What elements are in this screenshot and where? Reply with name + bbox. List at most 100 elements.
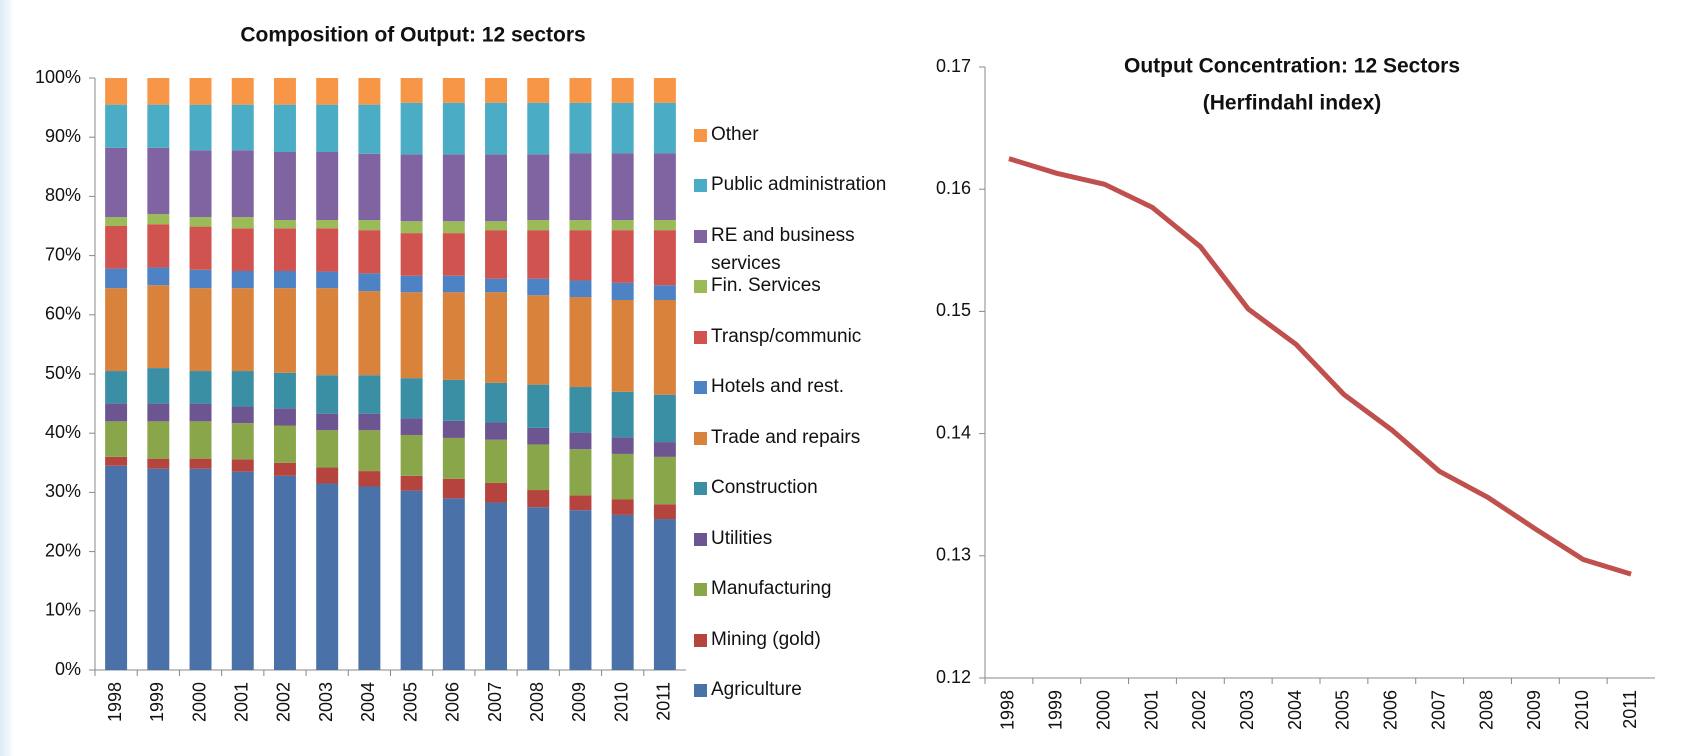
bar-segment [105, 465, 128, 670]
y-tick-label: 90% [45, 126, 81, 146]
legend-item: Agriculture [694, 676, 904, 704]
bar-segment [231, 423, 254, 460]
bar-segment [653, 78, 676, 103]
bar-segment [442, 78, 465, 103]
bar-segment [147, 267, 170, 286]
bar-segment [611, 102, 634, 154]
bar-segment [400, 275, 423, 293]
bar-segment [316, 78, 339, 105]
bar-segment [147, 104, 170, 148]
bar-segment [442, 221, 465, 234]
bar-segment [316, 375, 339, 414]
x-tick-label: 2002 [274, 682, 294, 722]
bar-segment [611, 300, 634, 392]
bar-segment [442, 292, 465, 380]
bar-segment [189, 226, 212, 270]
legend-label: Transp/communic [711, 325, 862, 347]
legend-swatch [694, 532, 707, 546]
bar-segment [231, 288, 254, 372]
bar-segment [273, 462, 296, 476]
bar-segment [485, 439, 508, 483]
bar-segment [400, 475, 423, 491]
bar-segment [527, 507, 550, 670]
legend-swatch [694, 280, 707, 293]
bar-segment [400, 378, 423, 419]
bar-segment [653, 300, 676, 395]
bar-segment [400, 233, 423, 276]
y-tick-label: 30% [45, 481, 81, 501]
bar-segment [653, 230, 676, 286]
bar-segment [147, 78, 170, 105]
y-tick-label: 0% [55, 659, 81, 679]
bar-segment [569, 510, 592, 670]
bar-segment [485, 292, 508, 383]
bar-segment [400, 490, 423, 670]
x-tick-label: 2000 [189, 682, 209, 722]
bar-segment [527, 278, 550, 296]
bar-segment [273, 228, 296, 271]
legend-label: Public administration [711, 174, 887, 195]
bar-segment [611, 499, 634, 515]
bar-segment [442, 233, 465, 276]
bar-segment [611, 437, 634, 454]
y-tick-label: 50% [45, 363, 81, 383]
x-tick-label: 2007 [485, 682, 505, 722]
bar-segment [527, 230, 550, 279]
legend-item: Utilities [694, 525, 904, 553]
bar-segment [189, 371, 212, 404]
bar-segment [273, 78, 296, 105]
legend-item: Other [694, 121, 904, 149]
x-tick-label: 2008 [527, 682, 547, 722]
bar-segment [231, 371, 254, 407]
bar-segment [527, 295, 550, 385]
bar-segment [189, 104, 212, 151]
bar-segment [189, 288, 212, 372]
bar-segment [231, 104, 254, 151]
bar-segment [231, 406, 254, 424]
bar-segment [273, 270, 296, 289]
bar-segment [442, 498, 465, 670]
bar-segment [189, 269, 212, 289]
legend-swatch [694, 381, 707, 394]
legend-label: Mining (gold) [711, 628, 821, 650]
bar-segment [611, 453, 634, 500]
bar-segment [527, 102, 550, 155]
bar-segment [105, 268, 128, 289]
x-tick-label: 2005 [400, 682, 420, 722]
x-tick-label: 2009 [1524, 690, 1544, 730]
line [1008, 156, 1632, 577]
bar-segment [231, 217, 254, 229]
y-tick-label: 0.16 [936, 178, 971, 198]
bar-segment [231, 270, 254, 289]
bar-segment [358, 471, 381, 487]
bar-segment [611, 514, 634, 670]
bar-segment [569, 387, 592, 433]
bar-segment [316, 467, 339, 484]
x-tick-label: 2006 [1381, 690, 1401, 730]
x-tick-label: 2001 [1141, 690, 1161, 730]
bar-segment [105, 288, 128, 372]
bar-segment [569, 230, 592, 281]
x-tick-label: 2002 [1189, 690, 1209, 730]
bar-segment [147, 285, 170, 369]
bar-segment [189, 458, 212, 469]
bar-segment [105, 147, 128, 218]
bar-segment [442, 102, 465, 155]
bar-segment [527, 444, 550, 491]
bar-segment [147, 468, 170, 670]
bar-segment [316, 220, 339, 229]
bar-segment [316, 430, 339, 468]
bar-segment [653, 220, 676, 231]
bar-segment [611, 230, 634, 283]
bar-segment [400, 221, 423, 234]
bar-segment [231, 150, 254, 218]
y-tick-label: 40% [45, 422, 81, 442]
bar-segment [400, 434, 423, 476]
bar-segment [231, 471, 254, 670]
y-tick-label: 100% [35, 67, 81, 87]
bar-segment [611, 220, 634, 231]
bar-segment [147, 421, 170, 459]
legend-label: RE and business services [711, 224, 855, 274]
legend-item: Trade and repairs [694, 424, 904, 452]
